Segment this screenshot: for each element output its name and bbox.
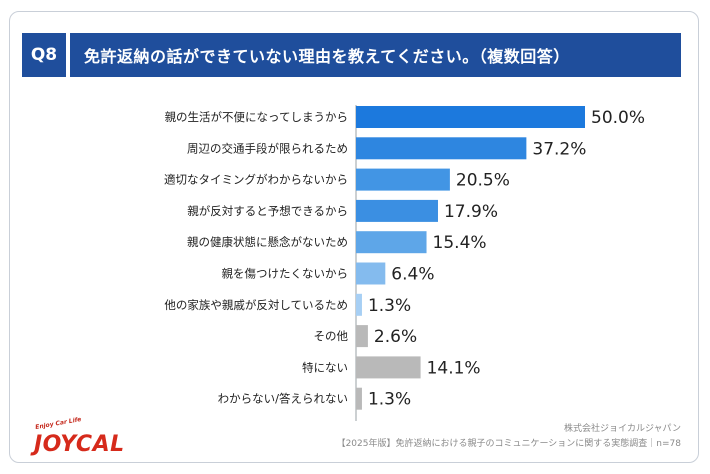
bar-series: 親の生活が不便になってしまうから 50.0% 周辺の交通手段が限られるため 37.2%…	[164, 106, 645, 410]
value-label: 14.1%	[427, 358, 481, 378]
value-label: 6.4%	[391, 265, 434, 285]
bar	[356, 356, 421, 379]
question-header: Q8 免許返納の話ができていない理由を教えてください。（複数回答）	[22, 33, 681, 77]
company-name: 株式会社ジョイカルジャパン	[563, 424, 681, 434]
value-label: 17.9%	[444, 202, 498, 222]
bar	[356, 106, 585, 128]
category-label: 適切なタイミングがわからないから	[164, 173, 348, 187]
bar	[356, 168, 450, 191]
bar	[356, 293, 362, 316]
value-label: 1.3%	[368, 390, 411, 410]
category-label: その他	[314, 329, 349, 343]
category-label: 親の健康状態に懸念がないため	[187, 235, 348, 249]
bar	[356, 262, 386, 285]
category-label: 親を傷つけたくないから	[222, 267, 349, 281]
bar	[356, 199, 438, 222]
category-label: 周辺の交通手段が限られるため	[187, 141, 348, 155]
value-label: 1.3%	[368, 296, 411, 316]
category-label: 親の生活が不便になってしまうから	[165, 110, 348, 124]
logo-wordmark: JOYCAL	[34, 432, 125, 457]
category-label: わからない/答えられない	[218, 392, 348, 406]
question-number-badge: Q8	[22, 33, 66, 77]
value-label: 50.0%	[591, 108, 645, 128]
category-label: 他の家族や親戚が反対しているため	[164, 298, 348, 312]
bar	[356, 325, 368, 348]
bar	[356, 137, 527, 160]
value-label: 37.2%	[532, 139, 586, 159]
bar	[356, 387, 362, 410]
survey-source: 【2025年版】免許返納における親子のコミュニケーションに関する実態調査｜n=7…	[336, 439, 681, 449]
bar	[356, 231, 427, 254]
category-label: 親が反対すると予想できるから	[187, 204, 348, 218]
value-label: 2.6%	[374, 327, 417, 347]
joycal-logo: Enjoy Car Life JOYCAL	[34, 416, 126, 460]
question-title: 免許返納の話ができていない理由を教えてください。（複数回答）	[70, 33, 681, 77]
value-label: 20.5%	[456, 171, 510, 191]
value-label: 15.4%	[433, 233, 487, 253]
chart-frame	[9, 11, 699, 463]
category-label: 特にない	[302, 360, 348, 374]
